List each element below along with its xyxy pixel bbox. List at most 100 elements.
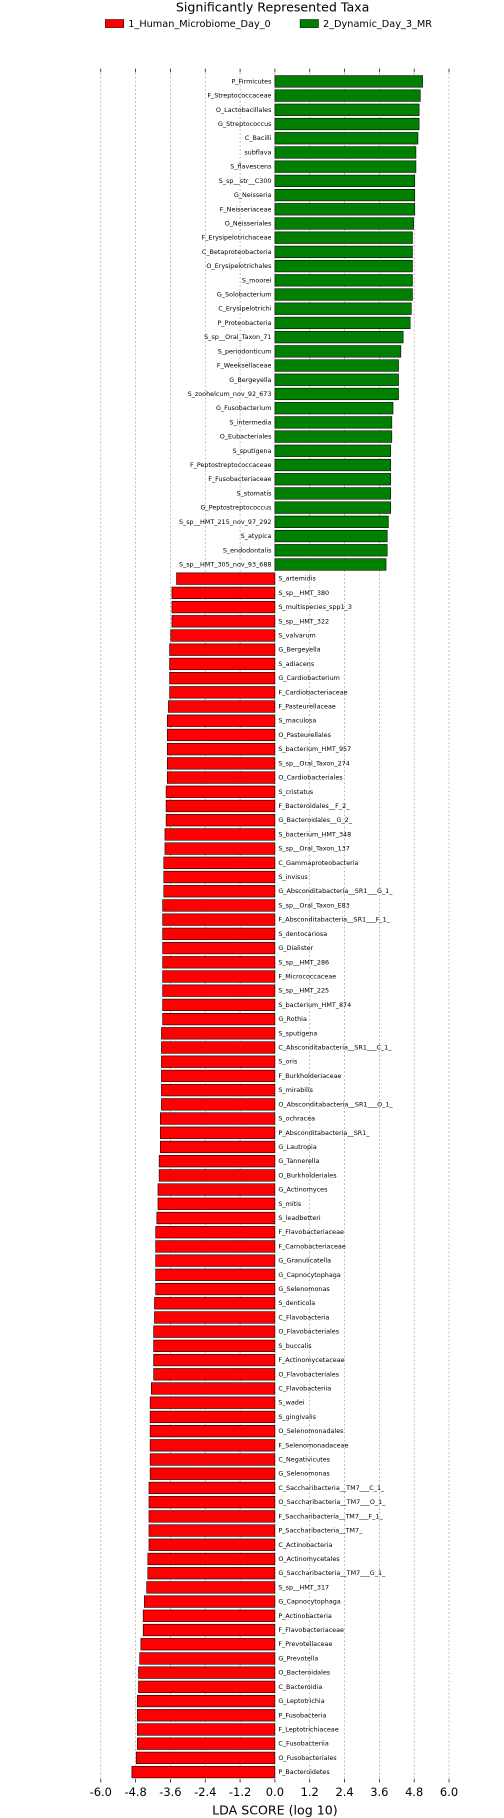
bar bbox=[148, 1524, 276, 1537]
category-label: G_Neisseria bbox=[234, 191, 272, 199]
category-label: P_Actinobacteria bbox=[278, 1612, 332, 1620]
category-label: G_Capnocytophaga bbox=[278, 1271, 340, 1279]
category-label: O_Neisseriales bbox=[225, 219, 272, 227]
bar bbox=[274, 75, 423, 88]
bar bbox=[163, 870, 276, 884]
bar bbox=[274, 487, 391, 500]
category-label: G_Bergeyella bbox=[229, 376, 271, 384]
bar bbox=[137, 1737, 276, 1750]
bar bbox=[153, 1339, 276, 1352]
bar bbox=[154, 1297, 276, 1310]
bar bbox=[162, 1012, 276, 1026]
category-label: S_mitis bbox=[278, 1200, 302, 1208]
bar bbox=[274, 302, 412, 315]
bar bbox=[149, 1467, 276, 1480]
category-label: S_sp__Oral_Taxon_137 bbox=[278, 845, 349, 853]
category-label: S_wadei bbox=[278, 1399, 304, 1407]
x-tick-label: -1.2 bbox=[229, 1785, 251, 1799]
category-label: F_Fusobacteriaceae bbox=[208, 475, 271, 483]
bar bbox=[161, 1098, 276, 1111]
category-label: S_sp__HMT_305_nov_93_688 bbox=[179, 560, 272, 568]
legend-swatch bbox=[299, 19, 319, 28]
category-label: G_Selenomonas bbox=[278, 1470, 330, 1478]
bar bbox=[274, 529, 388, 543]
category-label: S_ochracea bbox=[278, 1115, 315, 1123]
bar bbox=[166, 743, 276, 756]
category-label: P_Saccharibacteria__TM7_ bbox=[278, 1527, 363, 1535]
bar bbox=[162, 984, 276, 997]
bar bbox=[274, 117, 420, 131]
category-label: O_Eubacteriales bbox=[220, 433, 272, 441]
bar bbox=[274, 402, 394, 415]
bar bbox=[163, 885, 276, 898]
category-label: O_Flavobacteriales bbox=[278, 1328, 339, 1336]
bar bbox=[171, 600, 276, 614]
bar bbox=[157, 1197, 276, 1210]
bar bbox=[142, 1609, 276, 1622]
bar bbox=[161, 1041, 276, 1054]
category-label: F_Prevotellaceae bbox=[278, 1640, 332, 1648]
bar bbox=[274, 160, 417, 173]
category-label: P_Absconditabacteria__SR1_ bbox=[278, 1129, 370, 1137]
bar bbox=[142, 1623, 276, 1637]
bar bbox=[274, 132, 419, 145]
category-label: F_Leptotrichiaceae bbox=[278, 1725, 338, 1733]
bar bbox=[161, 1027, 276, 1040]
category-label: F_Flavobacteriaceae bbox=[278, 1228, 344, 1236]
category-label: F_Neisseriaceae bbox=[220, 205, 272, 213]
category-label: G_Prevotella bbox=[278, 1654, 318, 1662]
bar bbox=[149, 1453, 276, 1466]
x-tick-label: 6.0 bbox=[440, 1785, 458, 1799]
bar bbox=[274, 515, 389, 528]
category-label: S_sp__HMT_317 bbox=[278, 1583, 329, 1591]
category-label: O_Cardiobacteriales bbox=[278, 774, 343, 782]
category-label: S_artemidis bbox=[278, 575, 316, 583]
category-label: S_sp__HMT_215_nov_97_292 bbox=[179, 518, 272, 526]
bar bbox=[144, 1595, 276, 1608]
category-label: F_Cardiobacteriaceae bbox=[278, 688, 347, 696]
category-label: S_sp__HMT_286 bbox=[278, 958, 329, 966]
bar bbox=[274, 288, 413, 301]
category-label: G_Fusobacterium bbox=[216, 404, 272, 412]
category-label: S_sp__HMT_322 bbox=[278, 617, 329, 625]
x-axis-label: LDA SCORE (log 10) bbox=[212, 1803, 338, 1818]
bar bbox=[274, 558, 387, 571]
bar bbox=[169, 657, 276, 671]
bar bbox=[137, 1723, 276, 1736]
legend-label: 1_Human_Microbiome_Day_0 bbox=[128, 19, 270, 30]
category-label: O_Bacteroidales bbox=[278, 1669, 330, 1677]
bar bbox=[162, 956, 276, 969]
bar bbox=[162, 899, 276, 912]
bar bbox=[149, 1439, 276, 1452]
category-label: C_Bacilli bbox=[245, 134, 272, 142]
category-label: G_Selenomonas bbox=[278, 1285, 330, 1293]
bar bbox=[161, 1055, 276, 1068]
category-label: S_sp__Oral_Taxon_71 bbox=[204, 333, 271, 341]
bar bbox=[153, 1353, 276, 1367]
x-tick-label: -4.8 bbox=[124, 1785, 146, 1799]
category-label: G_Capnocytophaga bbox=[278, 1598, 340, 1606]
category-label: G_Peptostreptococcus bbox=[201, 504, 273, 512]
bar bbox=[148, 1538, 276, 1551]
bar bbox=[161, 1084, 276, 1097]
category-label: C_Actinobacteria bbox=[278, 1541, 332, 1549]
bar bbox=[162, 998, 276, 1012]
bar bbox=[135, 1751, 276, 1765]
bar bbox=[137, 1709, 276, 1722]
bar bbox=[274, 174, 416, 187]
bar bbox=[274, 89, 421, 102]
category-label: S_mirabilis bbox=[278, 1086, 313, 1094]
category-label: G_Dialister bbox=[278, 944, 313, 952]
bar bbox=[155, 1240, 276, 1253]
category-label: F_Actinomycetaceae bbox=[278, 1356, 344, 1364]
category-label: F_Selenomonadaceae bbox=[278, 1441, 348, 1449]
category-label: P_Bacteroidetes bbox=[278, 1768, 330, 1776]
category-label: S_leadbetteri bbox=[278, 1214, 321, 1222]
category-label: S_sputigena bbox=[278, 1029, 317, 1037]
bar bbox=[165, 799, 276, 813]
bar bbox=[156, 1211, 276, 1225]
bar bbox=[274, 245, 413, 259]
category-label: S_gingivalis bbox=[278, 1413, 316, 1421]
bar bbox=[153, 1325, 276, 1338]
category-label: S_valvarum bbox=[278, 632, 315, 640]
